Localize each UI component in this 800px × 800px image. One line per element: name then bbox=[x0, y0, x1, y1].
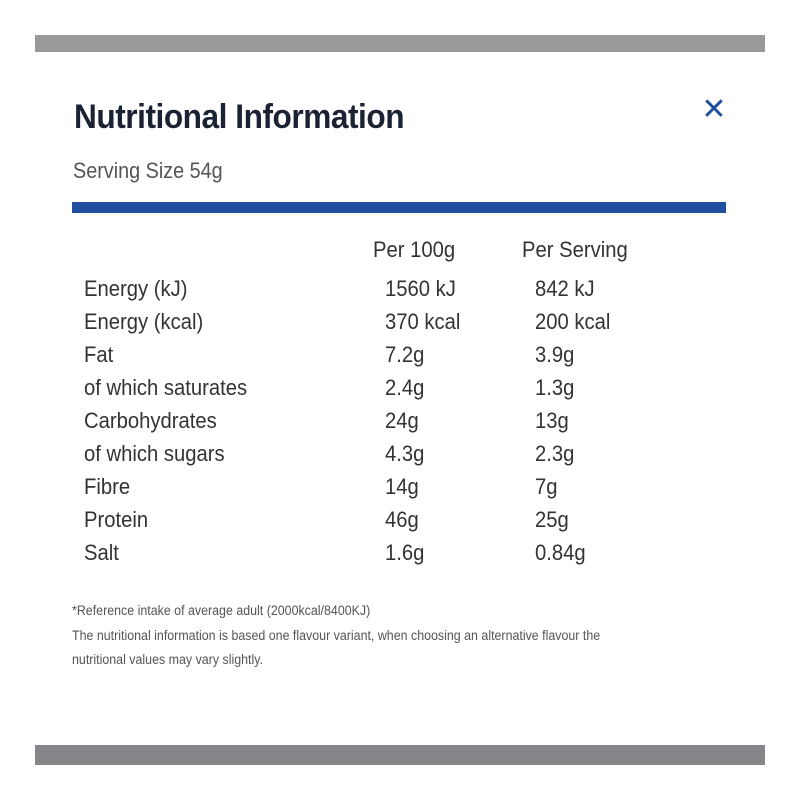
table-row: Energy (kJ) 1560 kJ 842 kJ bbox=[0, 276, 800, 309]
value-per-serving: 3.9g bbox=[535, 342, 575, 367]
value-per-100g: 46g bbox=[385, 507, 419, 532]
value-per-serving: 1.3g bbox=[535, 375, 575, 400]
nutrient-label: Energy (kJ) bbox=[84, 276, 188, 301]
table-row: Fat 7.2g 3.9g bbox=[0, 342, 800, 375]
table-row: Carbohydrates 24g 13g bbox=[0, 408, 800, 441]
close-icon: ✕ bbox=[701, 93, 727, 126]
table-row: Energy (kcal) 370 kcal 200 kcal bbox=[0, 309, 800, 342]
nutrient-label: of which saturates bbox=[84, 375, 248, 400]
footnote-variant-cont: nutritional values may vary slightly. bbox=[72, 652, 263, 667]
value-per-100g: 7.2g bbox=[385, 342, 425, 367]
accent-divider bbox=[72, 202, 726, 213]
value-per-100g: 1560 kJ bbox=[385, 276, 456, 301]
bottom-bar bbox=[35, 745, 765, 765]
nutrient-label: of which sugars bbox=[84, 441, 225, 466]
table-row: Salt 1.6g 0.84g bbox=[0, 540, 800, 573]
table-row: of which sugars 4.3g 2.3g bbox=[0, 441, 800, 474]
value-per-100g: 4.3g bbox=[385, 441, 425, 466]
value-per-100g: 14g bbox=[385, 474, 419, 499]
serving-size: Serving Size 54g bbox=[73, 158, 223, 183]
nutrient-label: Fat bbox=[84, 342, 114, 367]
top-bar bbox=[35, 35, 765, 52]
table-row: Fibre 14g 7g bbox=[0, 474, 800, 507]
value-per-serving: 0.84g bbox=[535, 540, 586, 565]
modal-title: Nutritional Information bbox=[74, 98, 405, 136]
footnote-reference: *Reference intake of average adult (2000… bbox=[72, 603, 371, 618]
value-per-serving: 842 kJ bbox=[535, 276, 595, 301]
nutrient-label: Energy (kcal) bbox=[84, 309, 204, 334]
column-header-per-serving: Per Serving bbox=[522, 237, 628, 262]
nutrient-label: Salt bbox=[84, 540, 119, 565]
nutrient-label: Carbohydrates bbox=[84, 408, 217, 433]
value-per-100g: 2.4g bbox=[385, 375, 425, 400]
value-per-100g: 24g bbox=[385, 408, 419, 433]
close-button[interactable]: ✕ bbox=[700, 93, 728, 126]
value-per-serving: 13g bbox=[535, 408, 569, 433]
column-header-per-100g: Per 100g bbox=[373, 237, 456, 262]
value-per-100g: 370 kcal bbox=[385, 309, 461, 334]
value-per-serving: 200 kcal bbox=[535, 309, 611, 334]
value-per-serving: 25g bbox=[535, 507, 569, 532]
table-row: of which saturates 2.4g 1.3g bbox=[0, 375, 800, 408]
value-per-100g: 1.6g bbox=[385, 540, 425, 565]
value-per-serving: 7g bbox=[535, 474, 558, 499]
table-row: Protein 46g 25g bbox=[0, 507, 800, 540]
nutrient-label: Fibre bbox=[84, 474, 131, 499]
value-per-serving: 2.3g bbox=[535, 441, 575, 466]
nutrient-label: Protein bbox=[84, 507, 149, 532]
footnote-variant: The nutritional information is based one… bbox=[72, 628, 601, 643]
